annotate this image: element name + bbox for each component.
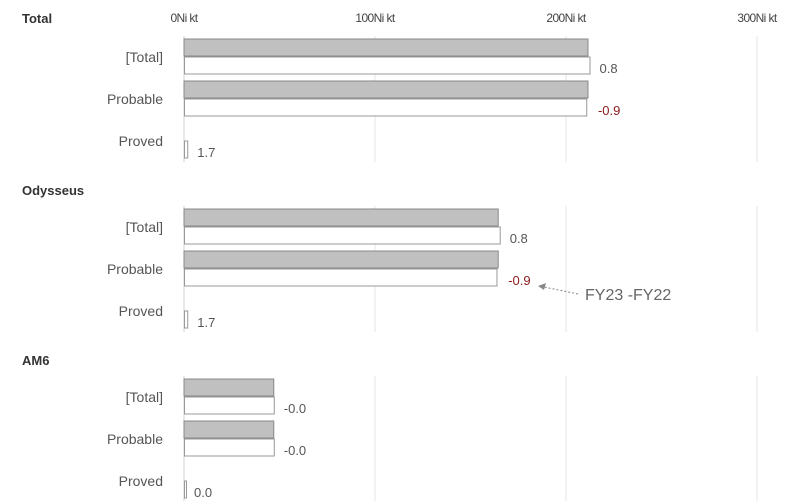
x-tick-label: 300Ni kt [737,11,777,25]
bar-current [184,480,187,499]
value-label: -0.9 [508,273,530,288]
bar-prior [183,38,589,57]
bar-prior [183,208,499,227]
value-label: 1.7 [197,145,215,160]
category-label: Proved [119,133,163,149]
category-label: Probable [107,261,163,277]
group-title-odysseus: Odysseus [22,183,84,198]
bar-current [184,226,501,245]
category-label: [Total] [126,389,163,405]
category-label: Probable [107,431,163,447]
x-tick-label: 100Ni kt [355,11,395,25]
x-tick-label: 0Ni kt [170,11,198,25]
annotation-arrow-line [543,286,579,295]
bar-current [184,268,498,287]
value-label: 0.8 [599,61,617,76]
annotation-text: FY23 -FY22 [585,287,671,304]
bar-prior [183,420,275,439]
category-label: Proved [119,303,163,319]
annotation-arrowhead-icon [538,283,546,290]
bar-prior [183,378,275,397]
bar-current [184,396,275,415]
value-label: -0.9 [598,103,620,118]
bar-current [184,438,275,457]
x-tick-label: 200Ni kt [546,11,586,25]
bar-current [184,310,189,329]
value-label: -0.0 [284,401,306,416]
value-label: 1.7 [197,315,215,330]
bar-current [184,56,591,75]
value-label: 0.8 [510,231,528,246]
category-label: Proved [119,473,163,489]
bar-prior [183,80,589,99]
category-label: Probable [107,91,163,107]
group-title-am6: AM6 [22,353,49,368]
group-title-total: Total [22,11,52,26]
value-label: -0.0 [284,443,306,458]
bar-current [184,98,588,117]
bar-prior [183,250,499,269]
value-label: 0.0 [194,485,212,500]
category-label: [Total] [126,49,163,65]
category-label: [Total] [126,219,163,235]
bar-current [184,140,189,159]
